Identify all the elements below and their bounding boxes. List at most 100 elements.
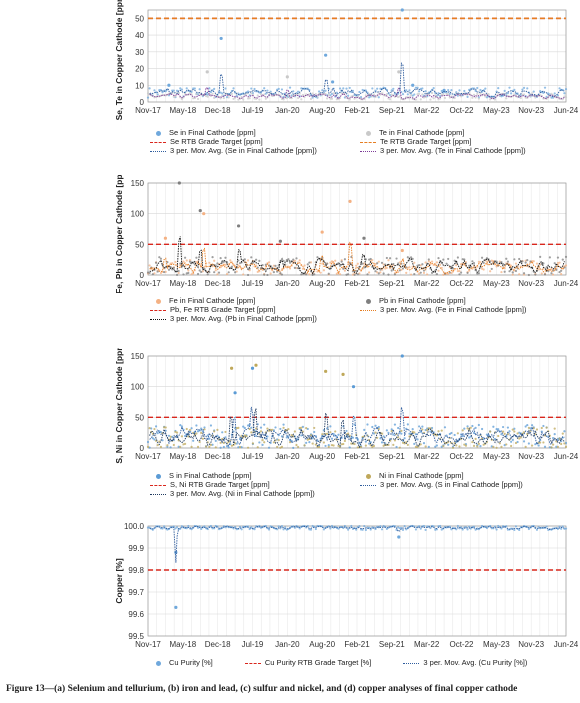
data-point: [311, 442, 314, 445]
data-point: [363, 525, 366, 528]
data-point: [211, 92, 214, 95]
data-point: [542, 91, 545, 94]
data-point: [292, 90, 295, 93]
data-point: [385, 527, 388, 530]
series-points: [146, 8, 568, 99]
data-point: [327, 445, 330, 448]
data-point: [482, 443, 485, 446]
data-point: [553, 262, 556, 265]
data-point: [521, 260, 524, 263]
data-point: [169, 446, 172, 449]
x-tick-label: Nov-23: [518, 106, 544, 115]
data-point: [250, 87, 253, 90]
data-point: [456, 256, 459, 259]
data-point: [427, 258, 430, 261]
data-point: [560, 527, 563, 530]
chart-b: 0 50 100 150 Nov-17 May-18 Dec-18 Jul-19 Jan-20 A…: [0, 175, 580, 340]
moving-average-line: [149, 61, 565, 98]
data-point: [225, 445, 229, 448]
data-point: [393, 439, 397, 442]
data-point: [177, 269, 180, 273]
data-point: [524, 445, 527, 448]
data-point: [213, 87, 216, 90]
x-tick-label: Jul-19: [242, 106, 264, 115]
data-point: [385, 93, 388, 96]
data-point: [179, 445, 182, 448]
data-point: [266, 427, 269, 430]
data-point: [540, 430, 543, 433]
data-point: [243, 93, 246, 97]
chart-a-legend: Se in Final Cathode [ppm] Se RTB Grade T…: [150, 128, 317, 155]
data-point: [171, 262, 174, 265]
data-point: [240, 528, 243, 531]
data-point: [532, 90, 535, 93]
data-point: [224, 256, 227, 259]
data-point: [464, 444, 468, 447]
data-point: [395, 257, 398, 260]
data-point: [166, 261, 169, 264]
x-tick-label: Jan-20: [275, 640, 300, 649]
data-point: [489, 524, 492, 528]
data-point: [187, 524, 190, 528]
data-point: [489, 270, 492, 273]
legend-ni: Ni in Final Cathode [ppm]: [379, 471, 464, 480]
data-point: [463, 427, 466, 430]
data-point: [413, 272, 416, 276]
data-point: [539, 441, 542, 444]
legend-s-avg: 3 per. Mov. Avg. (S in Final Cathode [pp…: [380, 480, 523, 489]
data-point: [180, 425, 183, 428]
data-point: [158, 89, 161, 92]
data-point: [514, 262, 518, 265]
data-point: [456, 524, 459, 528]
data-point: [335, 272, 338, 275]
data-point: [406, 423, 409, 426]
data-point: [492, 425, 495, 428]
data-point: [258, 98, 261, 101]
data-point: [296, 261, 300, 264]
data-point: [322, 441, 326, 444]
data-point: [519, 436, 522, 439]
data-point: [175, 89, 179, 92]
data-point: [285, 97, 288, 100]
data-point: [366, 95, 369, 98]
data-point: [196, 272, 200, 276]
data-point: [308, 441, 311, 444]
chart-c-legend-right: Ni in Final Cathode [ppm] 3 per. Mov. Av…: [360, 471, 523, 489]
data-point: [414, 86, 418, 89]
data-point: [392, 87, 395, 90]
data-point: [526, 259, 529, 262]
data-point: [427, 93, 430, 96]
legend-se-avg-line: [150, 150, 166, 152]
x-tick-label: Jul-19: [242, 452, 264, 461]
data-point: [388, 267, 392, 270]
data-point: [537, 268, 540, 271]
data-point: [208, 261, 211, 264]
data-point: [430, 271, 434, 275]
data-point: [563, 92, 566, 95]
x-tick-label: Feb-21: [344, 106, 370, 115]
data-point: [450, 528, 453, 531]
data-point: [527, 426, 530, 429]
data-point-spike: [331, 80, 335, 84]
data-point: [413, 261, 416, 264]
data-point: [495, 427, 498, 431]
data-point: [448, 271, 451, 274]
data-point: [406, 256, 409, 259]
data-point: [534, 443, 537, 446]
data-point: [484, 87, 487, 90]
series-points: [146, 181, 568, 277]
data-point: [511, 438, 514, 441]
data-point: [514, 441, 518, 445]
data-point: [435, 444, 438, 447]
data-point: [439, 97, 442, 100]
data-point: [148, 271, 151, 274]
data-point: [261, 443, 264, 446]
data-point: [550, 96, 553, 99]
data-point: [338, 264, 342, 267]
data-point: [271, 428, 274, 431]
y-tick-label: 50: [135, 413, 144, 422]
data-point: [421, 263, 424, 266]
data-point: [545, 525, 548, 528]
data-point: [539, 90, 542, 93]
data-point: [308, 261, 311, 264]
